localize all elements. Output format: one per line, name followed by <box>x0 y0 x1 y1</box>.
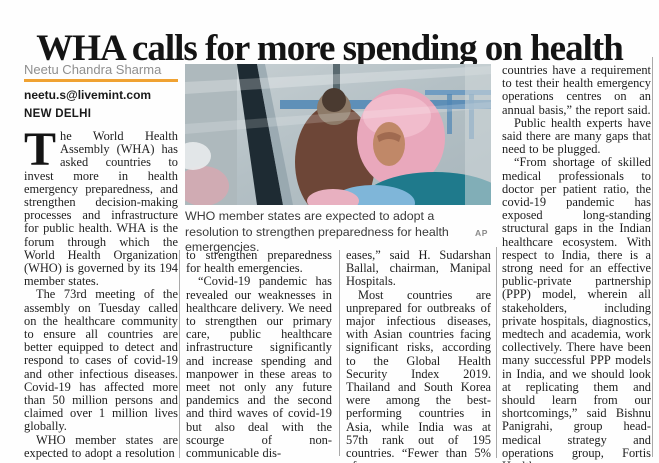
pink-clothing <box>307 189 359 205</box>
dateline: NEW DELHI <box>24 108 92 120</box>
column-rule <box>496 247 497 458</box>
byline-block: Neetu Chandra Sharma neetu.s@livemint.co… <box>24 62 178 121</box>
paragraph: WHO member states are expected to adopt … <box>24 432 178 460</box>
photo-illustration <box>185 64 491 205</box>
paragraph-text: he World Health Assembly (WHA) has asked… <box>24 129 178 289</box>
paragraph: “Covid-19 pandemic has revealed our weak… <box>186 274 332 461</box>
second-figure-hair <box>322 88 346 112</box>
byline-accent-bar <box>24 79 178 82</box>
photo-credit: AP <box>474 227 488 238</box>
column-2: to strengthen preparedness for health em… <box>186 248 332 461</box>
drop-cap: T <box>24 123 57 176</box>
glass-glare-streak <box>185 102 491 134</box>
right-glass-reflection <box>465 64 491 205</box>
article-headline: WHA calls for more spending on health <box>36 27 624 69</box>
paragraph: Public health experts have said there ar… <box>502 115 651 157</box>
paragraph: Most countries are unprepared for outbre… <box>346 287 491 463</box>
column-rule-right-edge <box>652 57 653 457</box>
paragraph: The 73rd meeting of the assembly on Tues… <box>24 287 178 434</box>
paragraph: to strengthen preparedness for health em… <box>186 248 332 276</box>
second-figure-body <box>295 104 375 205</box>
fence-post <box>447 94 452 134</box>
column-4: countries have a requirement to test the… <box>502 63 651 463</box>
window-frame-edge <box>257 64 293 205</box>
column-rule <box>339 250 340 456</box>
photo-caption: WHO member states are expected to adopt … <box>185 209 491 254</box>
paragraph: “From shortage of skilled medical profes… <box>502 155 651 463</box>
paragraph: countries have a requirement to test the… <box>502 63 651 117</box>
white-reflection <box>185 142 211 170</box>
column-rule <box>179 250 180 458</box>
window-frame-bar <box>237 64 283 205</box>
article-photo <box>185 64 491 205</box>
column-3: eases,” said H. Sudarshan Ballal, chairm… <box>346 248 491 463</box>
paragraph: eases,” said H. Sudarshan Ballal, chairm… <box>346 248 491 289</box>
pink-reflection <box>185 166 229 205</box>
glass-glare-streak <box>185 66 491 94</box>
column-1: Neetu Chandra Sharma neetu.s@livemint.co… <box>24 62 178 460</box>
face-shadow <box>377 132 401 142</box>
caption-text: WHO member states are expected to adopt … <box>185 209 449 254</box>
author-email: neetu.s@livemint.com <box>24 88 152 102</box>
author-name: Neetu Chandra Sharma <box>24 62 162 77</box>
woman-face <box>373 122 405 166</box>
blue-fence-top <box>425 90 491 95</box>
